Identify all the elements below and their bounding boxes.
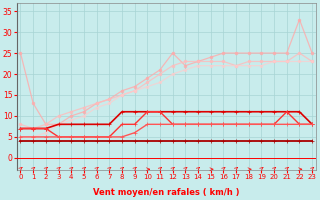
X-axis label: Vent moyen/en rafales ( km/h ): Vent moyen/en rafales ( km/h )	[93, 188, 240, 197]
